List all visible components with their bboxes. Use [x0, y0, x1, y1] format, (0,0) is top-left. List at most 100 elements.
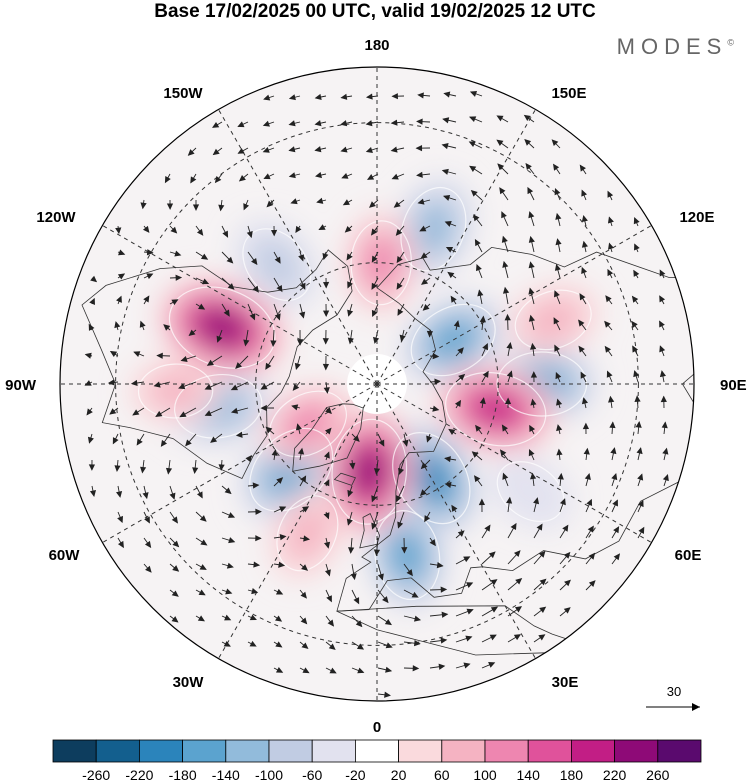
wind-vector-head [612, 499, 618, 507]
wind-vector-head [377, 573, 384, 581]
latitude-circle [115, 122, 639, 646]
wind-vector-head [347, 337, 354, 345]
wind-vector-head [559, 498, 566, 506]
wind-vector-head [297, 447, 305, 455]
wind-vector-head [479, 315, 486, 323]
label-150w: 150W [163, 85, 203, 102]
wind-vector-head [290, 198, 298, 205]
wind-vector-head [579, 164, 586, 172]
wind-vector-head [164, 176, 171, 184]
wind-vector-head [144, 540, 152, 549]
anomaly-contour [331, 418, 408, 525]
wind-vector-head [199, 564, 207, 570]
wind-vector-head [482, 370, 489, 378]
wind-vector-head [479, 397, 486, 405]
coastline-path [333, 472, 356, 486]
wind-vector-head [415, 144, 423, 152]
wind-vector-head [235, 362, 243, 369]
wind-vector-head [611, 473, 618, 481]
wind-vector-head [180, 355, 188, 362]
wind-vector-head [324, 427, 332, 435]
wind-vector-head [659, 320, 665, 328]
wind-vector-head [514, 606, 523, 613]
wind-vector-head [249, 614, 257, 621]
wind-vector-head [89, 297, 95, 305]
wind-vector-head [355, 620, 363, 628]
wind-vector-head [218, 464, 225, 471]
wind-vector-head [325, 407, 332, 415]
wind-vector-head [346, 518, 353, 526]
anomaly-band [414, 204, 453, 254]
wind-vector-head [172, 565, 180, 572]
anomaly-band [147, 370, 204, 412]
wind-vector-head [115, 227, 122, 235]
wind-vector-head [399, 334, 406, 342]
label-60e: 60E [675, 547, 702, 564]
wind-vector-head [276, 477, 284, 484]
wind-vector-head [252, 482, 260, 489]
wind-vector-head [347, 309, 354, 317]
wind-vector-head [318, 224, 326, 230]
wind-vector-head [371, 495, 378, 503]
wind-vector-head [469, 165, 477, 172]
wind-vector-head [496, 115, 504, 122]
wind-vector-head [190, 176, 197, 184]
wind-vector-head [210, 436, 218, 443]
wind-vector-head [555, 371, 562, 380]
wind-vector-head [288, 94, 296, 101]
wind-vector-head [607, 216, 614, 224]
wind-vector-head [118, 249, 126, 256]
wind-vector-head [426, 330, 434, 338]
wind-vector-head [146, 273, 154, 280]
wind-vector-head [463, 556, 471, 563]
wind-vector-head [300, 591, 307, 599]
wind-vector-head [109, 350, 118, 358]
wind-vector-head [634, 243, 640, 251]
wind-vector-head [171, 590, 179, 597]
wind-vector-head [112, 437, 119, 445]
wind-vector-head [238, 174, 246, 182]
label-120w: 120W [36, 209, 76, 226]
colorbar-tick-label: 20 [391, 767, 407, 783]
wind-vector-head [223, 640, 231, 647]
wind-vector-head [340, 93, 348, 100]
wind-vector-head [303, 535, 311, 542]
anomaly-band [524, 297, 582, 343]
wind-vector-head [471, 451, 479, 458]
wind-vector-head [475, 264, 482, 272]
wind-vector-head [539, 578, 547, 586]
wind-vector-head [501, 235, 508, 243]
colorbar-tick-label: -140 [212, 767, 240, 783]
map-border [59, 66, 695, 702]
wind-vector-head [300, 475, 307, 483]
wind-vector-head [276, 285, 283, 293]
wind-vector-head [263, 173, 271, 180]
wind-vector-head [90, 275, 98, 283]
wind-vector-head [353, 597, 360, 605]
wind-vector-head [635, 420, 642, 428]
anomaly-contour [174, 374, 263, 439]
wind-vector-head [638, 526, 645, 534]
wind-vector-head [583, 447, 590, 455]
wind-vector-head [89, 490, 97, 498]
wind-vector-head [473, 214, 480, 222]
wind-vector-head [457, 347, 464, 355]
wind-vector-head [529, 424, 536, 433]
wind-vector-head [384, 618, 392, 626]
wind-vector-head [513, 634, 521, 641]
wind-vector-head [390, 146, 398, 153]
wind-vector-head [292, 383, 300, 391]
wind-vector-head [227, 512, 236, 518]
wind-vector-head [563, 551, 571, 559]
wind-vector-head [144, 516, 150, 524]
wind-vector-head [578, 345, 585, 353]
wind-vector-head [397, 308, 404, 316]
wind-vector-head [253, 561, 261, 568]
wind-vector-head [613, 526, 620, 534]
wind-vector-head [324, 569, 331, 577]
wind-vector-head [553, 163, 560, 171]
wind-vector-head [411, 591, 419, 598]
wind-vector-head [554, 344, 560, 352]
wind-vector-head [555, 238, 562, 246]
wind-vector-head [347, 281, 353, 289]
